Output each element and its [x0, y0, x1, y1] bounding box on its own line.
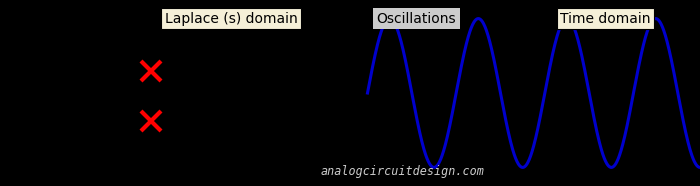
Text: analogcircuitdesign.com: analogcircuitdesign.com: [321, 165, 484, 178]
Text: Time domain: Time domain: [560, 12, 651, 26]
Text: Oscillations: Oscillations: [377, 12, 456, 26]
Text: Laplace (s) domain: Laplace (s) domain: [164, 12, 298, 26]
